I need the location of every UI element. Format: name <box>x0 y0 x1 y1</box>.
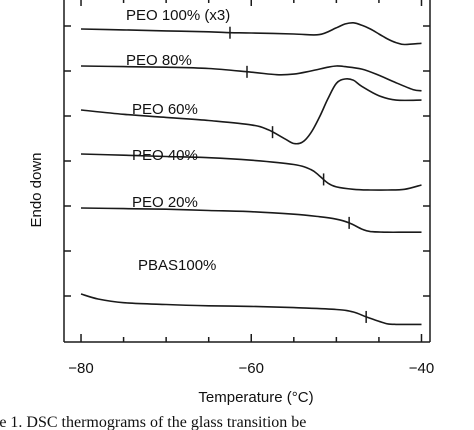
series-label-1: PEO 100% (x3) <box>126 7 230 24</box>
series-curve-1 <box>80 21 422 46</box>
x-tick-label: −60 <box>239 360 264 377</box>
series-label-3: PEO 60% <box>132 101 198 118</box>
figure-caption: re 1. DSC thermograms of the glass trans… <box>0 414 306 430</box>
series-label-2: PEO 80% <box>126 52 192 69</box>
plot-curves <box>80 21 422 326</box>
series-labels: PEO 100% (x3) PEO 80% PEO 60% PEO 40% PEO 20… <box>126 7 230 274</box>
plot-axes: −80 −60 −40 <box>63 0 434 377</box>
y-axis-label: Endo down <box>28 152 45 227</box>
x-tick-label: −80 <box>68 360 93 377</box>
series-curve-6 <box>80 293 422 326</box>
series-curve-2 <box>80 65 422 92</box>
series-curve-4 <box>80 153 422 191</box>
series-label-5: PEO 20% <box>132 194 198 211</box>
series-label-6: PBAS100% <box>138 257 216 274</box>
series-curve-3 <box>80 78 422 145</box>
series-curve-5 <box>80 207 422 234</box>
x-tick-label: −40 <box>409 360 434 377</box>
x-axis-label: Temperature (°C) <box>198 389 313 406</box>
series-label-4: PEO 40% <box>132 147 198 164</box>
